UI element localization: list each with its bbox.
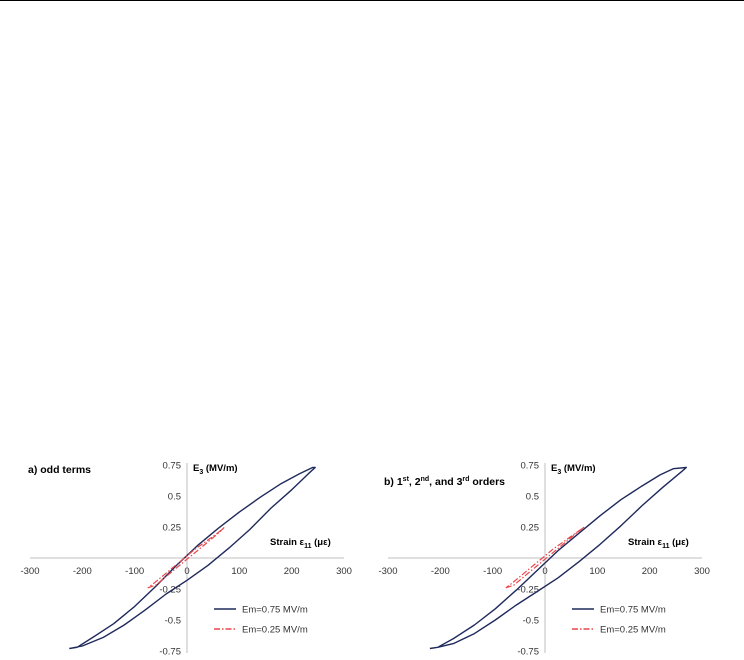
y-tick-label: -0.25 [517,585,539,596]
series-line-2 [147,526,226,589]
title-b-part2: , 2 [409,476,421,488]
x-tick-label: 300 [336,566,352,577]
chart-panel-a: a) odd terms -300 -200 -100 0 100 200 300 0.75 0… [14,455,364,660]
legend-label-1: Em=0.75 MV/m [242,605,308,616]
chart-b-svg: b) 1st, 2nd, and 3rd orders -300 -200 -100… [378,461,710,658]
series-line-1 [69,466,316,650]
series-line-1 [429,466,687,650]
x-tick-label: 0 [184,566,189,577]
title-b-part3: , and 3 [429,476,462,488]
title-b-sup2: nd [421,476,430,483]
y-tick-label: -0.25 [159,585,181,596]
top-rule [0,0,744,1]
y-tick-label: -0.75 [159,647,181,658]
panel-title-a: a) odd terms [28,464,91,476]
y-axis-title: E3 (MV/m) [193,463,238,476]
x-tick-label: 200 [642,566,658,577]
x-tick-label: 300 [694,566,710,577]
y-tick-label: -0.5 [523,616,539,627]
y-tick-label: 0.5 [526,492,539,503]
x-tick-label: 100 [231,566,247,577]
y-tick-label: 0.75 [521,461,540,472]
chart-panel-b: b) 1st, 2nd, and 3rd orders -300 -200 -100… [372,455,722,660]
title-b-part4: orders [469,476,505,488]
x-axis-title: Strain ε11 (με) [628,537,689,550]
legend-label-2: Em=0.25 MV/m [242,625,308,636]
panel-title-b: b) 1st, 2nd, and 3rd orders [384,476,505,488]
y-tick-label: 0.25 [163,523,182,534]
x-tick-label: -200 [431,566,450,577]
chart-a-svg: a) odd terms -300 -200 -100 0 100 200 300 0.75 0… [20,461,352,658]
legend-label-2: Em=0.25 MV/m [600,625,666,636]
y-tick-label: 0.75 [163,461,182,472]
title-b-sup1: st [403,476,410,483]
x-tick-label: -200 [73,566,92,577]
x-tick-label: 200 [284,566,300,577]
title-b-sup3: rd [462,476,469,483]
x-tick-label: -300 [378,566,397,577]
x-tick-label: -300 [20,566,39,577]
x-tick-label: -100 [483,566,502,577]
y-tick-label: 0.25 [521,523,540,534]
series-line-2 [505,526,585,589]
y-tick-label: 0.5 [168,492,181,503]
legend-label-1: Em=0.75 MV/m [600,605,666,616]
y-tick-label: -0.5 [165,616,181,627]
y-tick-label: -0.75 [517,647,539,658]
x-tick-label: 0 [542,566,547,577]
x-tick-label: 100 [589,566,605,577]
x-axis-title: Strain ε11 (με) [270,537,331,550]
y-axis-title: E3 (MV/m) [551,463,596,476]
x-tick-label: -100 [125,566,144,577]
title-b-part1: b) 1 [384,476,403,488]
